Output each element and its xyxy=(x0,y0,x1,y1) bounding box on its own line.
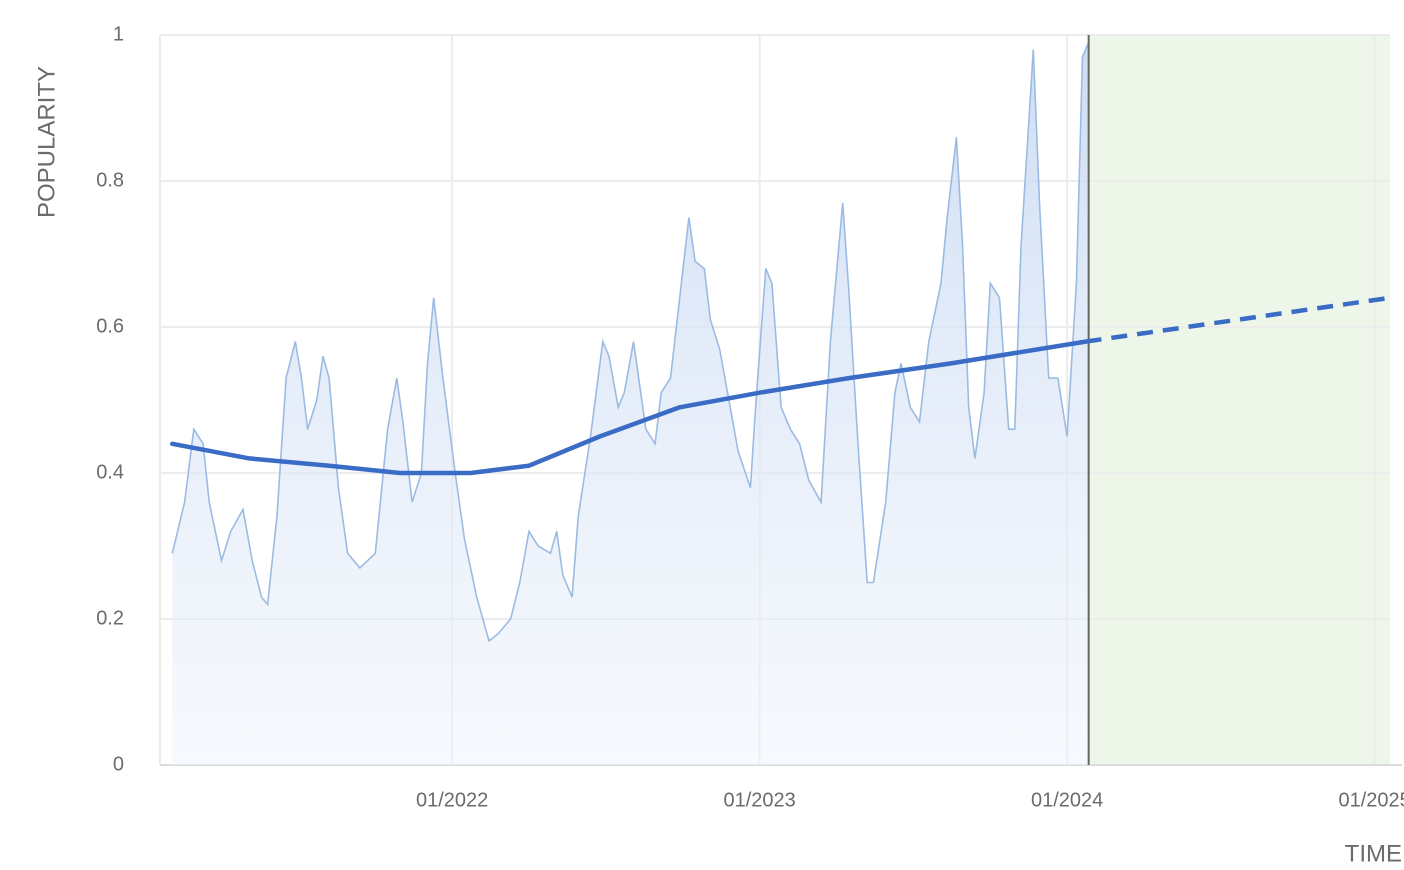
y-tick-label: 0.6 xyxy=(96,315,124,337)
y-tick-label: 0 xyxy=(113,753,124,775)
y-tick-label: 0.8 xyxy=(96,169,124,191)
y-axis-title: POPULARITY xyxy=(33,66,60,218)
y-tick-label: 1 xyxy=(113,23,124,45)
area xyxy=(172,42,1089,766)
y-tick-label: 0.4 xyxy=(96,461,124,483)
x-tick-label: 01/2022 xyxy=(416,789,488,811)
plot: 0 0.2 0.4 0.6 0.8 1 01/2022 01/2023 01/2024 01/20… xyxy=(96,23,1404,811)
forecast-region xyxy=(1088,35,1390,765)
trend-line xyxy=(170,339,1088,476)
x-tick-label: 01/2023 xyxy=(723,789,795,811)
x-tick-label: 01/2024 xyxy=(1031,789,1103,811)
x-axis-title: TIME xyxy=(1345,840,1402,867)
raw-line xyxy=(171,41,1090,643)
x-tick-label: 01/2025 xyxy=(1338,789,1404,811)
y-tick-label: 0.2 xyxy=(96,607,124,629)
